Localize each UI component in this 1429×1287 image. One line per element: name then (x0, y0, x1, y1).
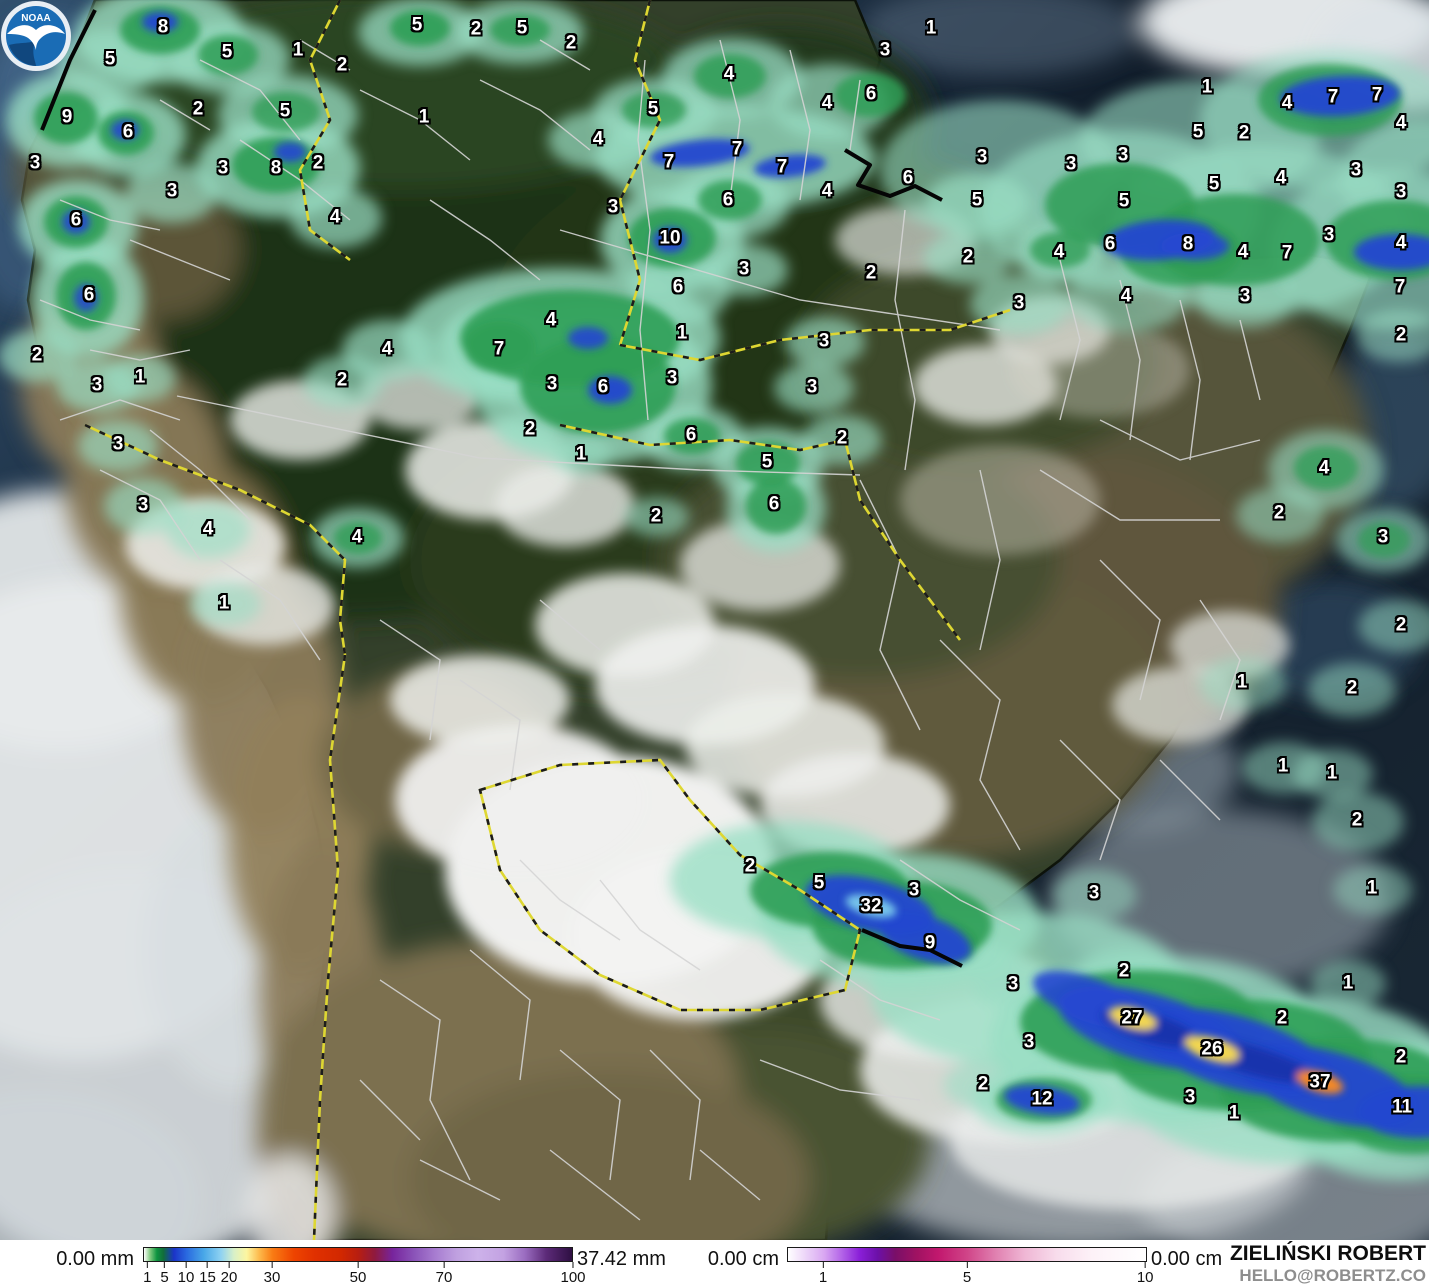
coastline-accents (40, 9, 963, 968)
precip-heavy-layer (845, 894, 1344, 1094)
colorbar-tick: 50 (350, 1262, 366, 1286)
colorbar-tick: 20 (221, 1262, 237, 1286)
state-borders (39, 39, 1261, 1221)
precip-scale-max-label: 37.42 mm (577, 1248, 666, 1270)
credit-name: ZIELIŃSKI ROBERT (1229, 1242, 1426, 1265)
snow-scale-max-label: 0.00 cm (1151, 1248, 1223, 1270)
colorbar-tick: 30 (264, 1262, 280, 1286)
noaa-logo-text: NOAA (21, 13, 50, 24)
noaa-bird-icon (7, 25, 65, 50)
precipitation-map[interactable]: 8 5 5 1 2 5 2 5 2 1 3 4 4 6 5 4 7 7 7 6 4 6 3 10 3 2 6 4 9 6 2 5 1 3 8 2 3 3 6… (0, 0, 1429, 1240)
precip-colorbar-ticks: 1 5 10 15 20 30 50 70 100 (143, 1262, 586, 1286)
colorbar-tick: 10 (178, 1262, 194, 1286)
colorbar-tick: 100 (560, 1262, 586, 1286)
legend-bar: 0.00 mm 1 5 10 15 20 30 50 70 100 37.42 mm 0.00 … (0, 1240, 1429, 1287)
colorbar-tick: 5 (160, 1262, 169, 1286)
precip-scale-min-label: 0.00 mm (56, 1248, 134, 1270)
colorbar-tick: 5 (963, 1262, 971, 1286)
credit-block: ZIELIŃSKI ROBERT HELLO@ROBERTZ.CO (1230, 1242, 1426, 1286)
snow-colorbar (787, 1247, 1147, 1262)
colorbar-tick: 70 (436, 1262, 452, 1286)
country-borders (84, 0, 1011, 1240)
colorbar-tick: 1 (143, 1262, 151, 1286)
noaa-logo-sea (9, 40, 36, 66)
credit-email: HELLO@ROBERTZ.CO (1239, 1266, 1426, 1286)
snow-scale-min-label: 0.00 cm (707, 1248, 779, 1270)
precip-colorbar (143, 1247, 573, 1262)
colorbar-tick: 1 (819, 1262, 827, 1286)
snow-colorbar-ticks: 1 5 10 (787, 1262, 1154, 1286)
colorbar-tick: 15 (199, 1262, 216, 1286)
colorbar-tick: 10 (1137, 1262, 1154, 1286)
map-graphic (0, 0, 1429, 1240)
noaa-logo: NOAA (1, 1, 71, 71)
